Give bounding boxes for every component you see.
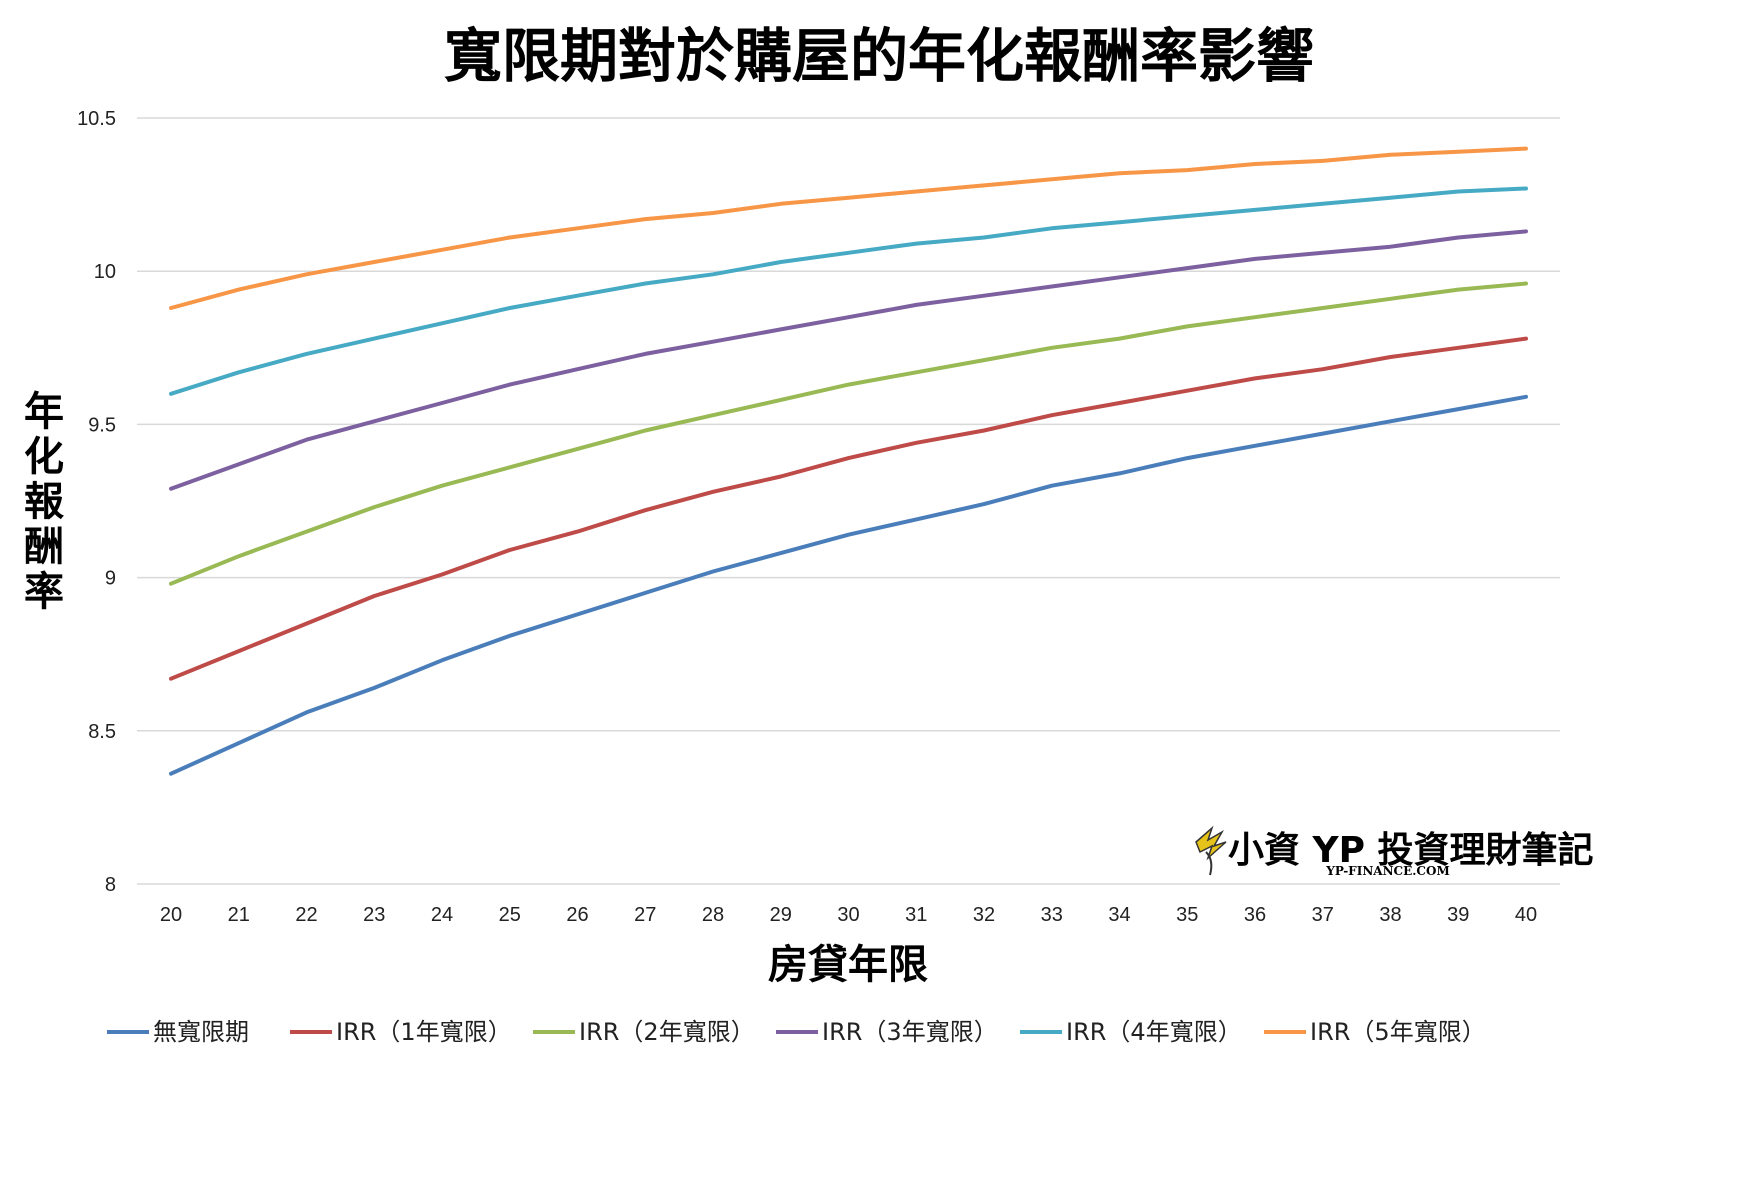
- x-axis-ticks: 20 21 22 23 24 25 26 27 28 29 30 31 32 33 34 35 36 37 38 39…: [160, 904, 1537, 926]
- y-tick-label: 8.5: [88, 721, 116, 743]
- x-tick-label: 31: [905, 904, 927, 926]
- y-tick-label: 9.5: [88, 414, 116, 436]
- x-tick-label: 20: [160, 904, 182, 926]
- y-tick-label: 8: [105, 874, 116, 896]
- watermark-text: 小資 YP 投資理財筆記: [1228, 830, 1594, 871]
- x-tick-label: 30: [837, 904, 859, 926]
- gridlines: [137, 117, 1560, 885]
- x-tick-label: 26: [566, 904, 588, 926]
- x-tick-label: 27: [634, 904, 656, 926]
- x-tick-label: 28: [702, 904, 724, 926]
- x-tick-label: 23: [363, 904, 385, 926]
- x-tick-label: 33: [1041, 904, 1063, 926]
- series-line: [169, 281, 1528, 586]
- y-axis-title: 年化報酬率: [24, 389, 64, 615]
- legend-label: IRR（3年寬限）: [822, 1018, 998, 1046]
- legend-label: IRR（4年寬限）: [1066, 1018, 1242, 1046]
- watermark: 小資 YP 投資理財筆記 YP-FINANCE.COM: [1195, 825, 1594, 878]
- y-tick-label: 10: [94, 261, 116, 283]
- x-tick-label: 22: [295, 904, 317, 926]
- series-line: [169, 146, 1528, 310]
- chart-title: 寬限期對於購屋的年化報酬率影響: [444, 22, 1314, 90]
- x-tick-label: 24: [431, 904, 453, 926]
- series-line: [169, 186, 1528, 396]
- x-axis-title: 房貸年限: [768, 942, 928, 988]
- x-tick-label: 39: [1447, 904, 1469, 926]
- legend-label: IRR（5年寬限）: [1310, 1018, 1486, 1046]
- legend-label: IRR（2年寬限）: [579, 1018, 755, 1046]
- x-tick-label: 37: [1312, 904, 1334, 926]
- legend: 無寬限期 IRR（1年寬限） IRR（2年寬限） IRR（3年寬限） IRR（4年寬限）…: [107, 1018, 1486, 1046]
- series-lines: [169, 146, 1528, 776]
- x-tick-label: 38: [1379, 904, 1401, 926]
- legend-label: IRR（1年寬限）: [336, 1018, 512, 1046]
- series-line: [169, 336, 1528, 681]
- series-line: [169, 394, 1528, 776]
- x-tick-label: 32: [973, 904, 995, 926]
- logo-icon: [1195, 825, 1227, 876]
- x-tick-label: 25: [499, 904, 521, 926]
- x-tick-label: 40: [1515, 904, 1537, 926]
- x-tick-label: 21: [228, 904, 250, 926]
- x-tick-label: 29: [770, 904, 792, 926]
- x-tick-label: 36: [1244, 904, 1266, 926]
- y-tick-label: 10.5: [77, 108, 116, 130]
- x-tick-label: 34: [1108, 904, 1130, 926]
- series-line: [169, 229, 1528, 491]
- x-tick-label: 35: [1176, 904, 1198, 926]
- y-tick-label: 9: [105, 568, 116, 590]
- y-axis-ticks: 8 8.5 9 9.5 10 10.5: [77, 108, 116, 896]
- legend-label: 無寬限期: [153, 1018, 249, 1046]
- watermark-url: YP-FINANCE.COM: [1325, 864, 1449, 878]
